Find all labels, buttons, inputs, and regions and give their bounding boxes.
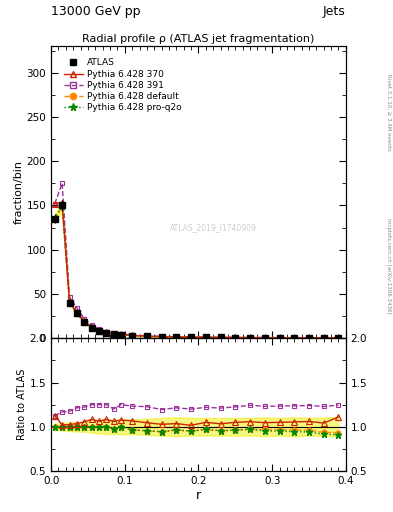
Text: 13000 GeV pp: 13000 GeV pp bbox=[51, 5, 141, 18]
Y-axis label: fraction/bin: fraction/bin bbox=[14, 160, 24, 224]
Text: mcplots.cern.ch [arXiv:1306.3436]: mcplots.cern.ch [arXiv:1306.3436] bbox=[386, 219, 391, 314]
X-axis label: r: r bbox=[196, 488, 201, 502]
Text: ATLAS_2019_I1740909: ATLAS_2019_I1740909 bbox=[170, 223, 257, 232]
Text: Jets: Jets bbox=[323, 5, 346, 18]
Text: Rivet 3.1.10, ≥ 3.4M events: Rivet 3.1.10, ≥ 3.4M events bbox=[386, 74, 391, 151]
Legend: ATLAS, Pythia 6.428 370, Pythia 6.428 391, Pythia 6.428 default, Pythia 6.428 pr: ATLAS, Pythia 6.428 370, Pythia 6.428 39… bbox=[60, 55, 185, 116]
Y-axis label: Ratio to ATLAS: Ratio to ATLAS bbox=[17, 369, 27, 440]
Title: Radial profile ρ (ATLAS jet fragmentation): Radial profile ρ (ATLAS jet fragmentatio… bbox=[82, 34, 315, 44]
